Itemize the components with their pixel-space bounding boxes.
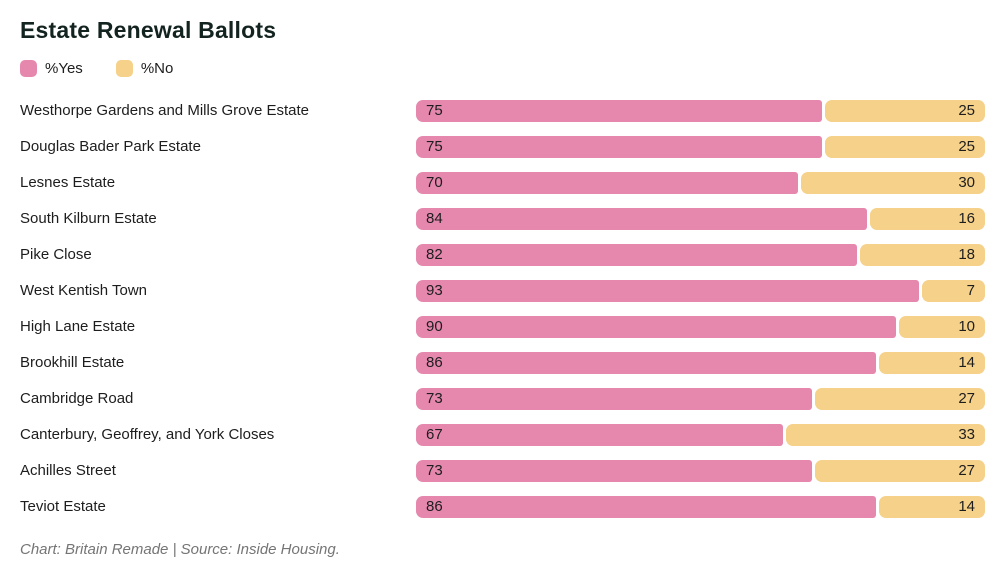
no-value-label: 27 [958,390,975,408]
no-value-label: 7 [966,282,975,300]
stacked-bar: 86 14 [416,495,985,518]
page-title: Estate Renewal Ballots [20,17,277,43]
no-bar-segment: 27 [815,459,985,482]
yes-bar-segment: 75 [416,99,823,122]
category-label: South Kilburn Estate [20,210,157,228]
yes-value-label: 73 [426,390,443,408]
chart-row: Pike Close 82 18 [20,237,985,273]
bar-chart-body: Westhorpe Gardens and Mills Grove Estate… [20,93,985,525]
legend-item-yes: %Yes [20,60,83,78]
yes-value-label: 90 [426,318,443,336]
category-label: Teviot Estate [20,498,106,516]
stacked-bar: 67 33 [416,423,985,446]
yes-bar-segment: 73 [416,459,813,482]
yes-value-label: 82 [426,246,443,264]
yes-bar-segment: 90 [416,315,897,338]
legend-label-yes: %Yes [45,60,83,78]
legend-item-no: %No [115,60,174,78]
chart-row: Douglas Bader Park Estate 75 25 [20,129,985,165]
category-label: Westhorpe Gardens and Mills Grove Estate [20,102,310,120]
chart-row: Westhorpe Gardens and Mills Grove Estate… [20,93,985,129]
yes-value-label: 73 [426,462,443,480]
stacked-bar: 86 14 [416,351,985,374]
yes-value-label: 84 [426,210,443,228]
stacked-bar: 93 7 [416,279,985,302]
yes-value-label: 75 [426,102,443,120]
yes-bar-segment: 67 [416,423,783,446]
yes-value-label: 67 [426,426,443,444]
yes-bar-segment: 75 [416,135,823,158]
no-value-label: 27 [958,462,975,480]
yes-bar-segment: 82 [416,243,857,266]
yes-bar-segment: 73 [416,387,813,410]
category-label: Cambridge Road [20,390,134,408]
category-label: High Lane Estate [20,318,136,336]
chart-row: High Lane Estate 90 10 [20,309,985,345]
stacked-bar: 75 25 [416,99,985,122]
yes-value-label: 75 [426,138,443,156]
yes-value-label: 86 [426,498,443,516]
chart-row: South Kilburn Estate 84 16 [20,201,985,237]
category-label: Pike Close [20,246,92,264]
chart-legend: %Yes %No [20,60,985,78]
chart-row: Lesnes Estate 70 30 [20,165,985,201]
no-bar-segment: 14 [879,495,985,518]
stacked-bar: 82 18 [416,243,985,266]
no-bar-segment: 33 [785,423,985,446]
category-label: Douglas Bader Park Estate [20,138,201,156]
yes-bar-segment: 93 [416,279,919,302]
stacked-bar: 84 16 [416,207,985,230]
chart-row: Achilles Street 73 27 [20,453,985,489]
stacked-bar: 90 10 [416,315,985,338]
category-label: Canterbury, Geoffrey, and York Closes [20,426,275,444]
no-bar-segment: 18 [859,243,985,266]
category-label: Lesnes Estate [20,174,116,192]
stacked-bar: 73 27 [416,387,985,410]
yes-value-label: 86 [426,354,443,372]
category-label: West Kentish Town [20,282,148,300]
no-value-label: 25 [958,138,975,156]
no-value-label: 25 [958,102,975,120]
chart-row: Canterbury, Geoffrey, and York Closes 67… [20,417,985,453]
yes-bar-segment: 86 [416,351,877,374]
stacked-bar: 75 25 [416,135,985,158]
no-bar-segment: 7 [921,279,985,302]
no-value-label: 10 [958,318,975,336]
category-label: Achilles Street [20,462,116,480]
no-value-label: 18 [958,246,975,264]
chart-row: Brookhill Estate 86 14 [20,345,985,381]
stacked-bar: 70 30 [416,171,985,194]
no-value-label: 14 [958,498,975,516]
no-value-label: 30 [958,174,975,192]
yes-value-label: 70 [426,174,443,192]
no-bar-segment: 25 [825,135,985,158]
yes-bar-segment: 84 [416,207,867,230]
legend-label-no: %No [140,60,174,78]
no-value-label: 16 [958,210,975,228]
chart-row: West Kentish Town 93 7 [20,273,985,309]
stacked-bar: 73 27 [416,459,985,482]
chart-row: Teviot Estate 86 14 [20,489,985,525]
no-bar-segment: 16 [869,207,985,230]
no-bar-segment: 14 [879,351,985,374]
yes-bar-segment: 86 [416,495,877,518]
no-value-label: 33 [958,426,975,444]
category-label: Brookhill Estate [20,354,125,372]
source-note: Chart: Britain Remade | Source: Inside H… [20,540,340,558]
yes-value-label: 93 [426,282,443,300]
no-bar-segment: 27 [815,387,985,410]
no-legend-swatch-icon [115,60,133,78]
no-value-label: 14 [958,354,975,372]
yes-bar-segment: 70 [416,171,798,194]
chart-row: Cambridge Road 73 27 [20,381,985,417]
no-bar-segment: 30 [800,171,985,194]
no-bar-segment: 10 [899,315,985,338]
no-bar-segment: 25 [825,99,985,122]
yes-legend-swatch-icon [20,60,37,78]
